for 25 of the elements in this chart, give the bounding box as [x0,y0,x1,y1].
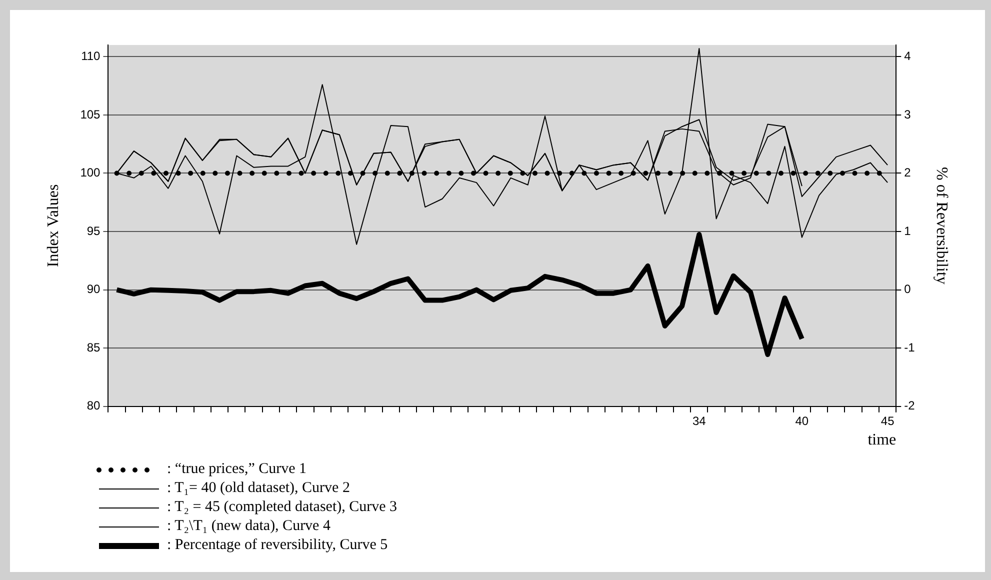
legend-label: : T₂ = 45 (completed dataset), Curve 3 [167,498,398,517]
y2-axis-title: % of Reversibility [933,167,950,284]
y-axis-title: Index Values [44,184,62,268]
y2-tick-label: -1 [904,340,916,354]
x-axis-title: time [868,432,896,449]
y2-tick-label: 1 [904,224,912,238]
y2-tick-label: 0 [904,282,912,296]
y-tick-label: 100 [80,166,101,180]
y-tick-label: 90 [86,282,101,296]
x-tick-label: 34 [692,414,706,428]
legend-label: : T₂\T₁ (new data), Curve 4 [167,517,330,536]
y-tick-label: 85 [86,340,101,354]
y2-tick-label: -2 [904,398,916,413]
legend-label: : T₁= 40 (old dataset), Curve 2 [167,479,350,498]
x-tick-label: 40 [795,414,809,428]
y-tick-label: 80 [86,398,101,413]
legend-label: : Percentage of reversibility, Curve 5 [167,536,388,555]
y2-tick-label: 4 [904,48,912,63]
y-tick-label: 105 [80,107,101,122]
y-tick-label: 95 [86,224,101,238]
y2-tick-label: 3 [904,107,912,122]
x-tick-label: 45 [880,414,895,428]
y-tick-label: 110 [81,48,101,63]
legend-label: : “true prices,” Curve 1 [167,460,307,479]
y2-tick-label: 2 [904,166,912,180]
